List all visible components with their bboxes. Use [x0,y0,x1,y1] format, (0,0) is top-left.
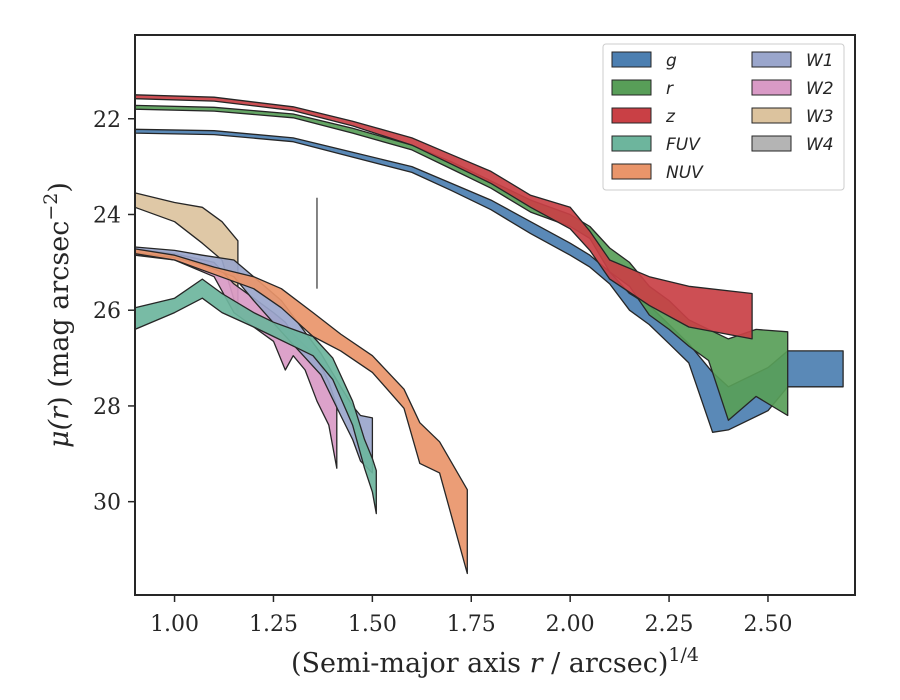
legend-swatch-w4 [751,135,792,152]
y-tick-label: 28 [93,395,121,420]
x-axis-ticks: 1.00 1.25 1.50 1.75 2.00 2.25 2.50 [150,595,792,637]
x-tick-label: 2.25 [645,612,694,637]
x-tick-label: 1.50 [348,612,397,637]
plot-frame [134,34,856,596]
legend-swatch-w3 [751,107,792,124]
x-tick-label: 2.00 [546,612,595,637]
legend-swatch-fuv [611,135,652,152]
legend-label-fuv: FUV [666,135,701,155]
legend-swatch-z [611,107,652,124]
legend-label-nuv: NUV [666,163,704,183]
legend-swatch-r [611,79,652,96]
legend-label-r: r [666,79,674,99]
legend-swatch-g [611,51,652,68]
x-tick-label: 1.00 [150,612,199,637]
band-z [134,94,753,340]
legend-swatch-nuv [611,163,652,180]
legend-label-w3: W3 [806,107,834,127]
legend-label-z: z [665,107,676,127]
legend-label-w1: W1 [806,51,834,71]
x-tick-label: 1.75 [447,612,496,637]
y-tick-label: 24 [93,203,121,228]
legend-swatch-w1 [751,51,792,68]
legend-swatch-w2 [751,79,792,96]
y-tick-label: 30 [93,491,121,516]
legend-label-w2: W2 [806,79,834,99]
y-axis-title: μ(r) (mag arcsec−2) [40,182,75,448]
x-tick-label: 1.25 [249,612,298,637]
y-axis-ticks: 22 24 26 28 30 [93,108,135,516]
y-tick-label: 22 [93,108,121,133]
legend: grz FUV NUV W1 W2 W3 W4 [602,43,845,191]
band-nuv [134,248,468,575]
legend-label-g: g [666,51,677,71]
x-axis-title: (Semi-major axis r / arcsec)1/4 [291,644,699,679]
x-tick-label: 2.50 [743,612,792,637]
legend-label-w4: W4 [806,135,834,155]
band-fuv [134,278,377,515]
surface-brightness-bands [134,94,844,575]
y-tick-label: 26 [93,299,121,324]
